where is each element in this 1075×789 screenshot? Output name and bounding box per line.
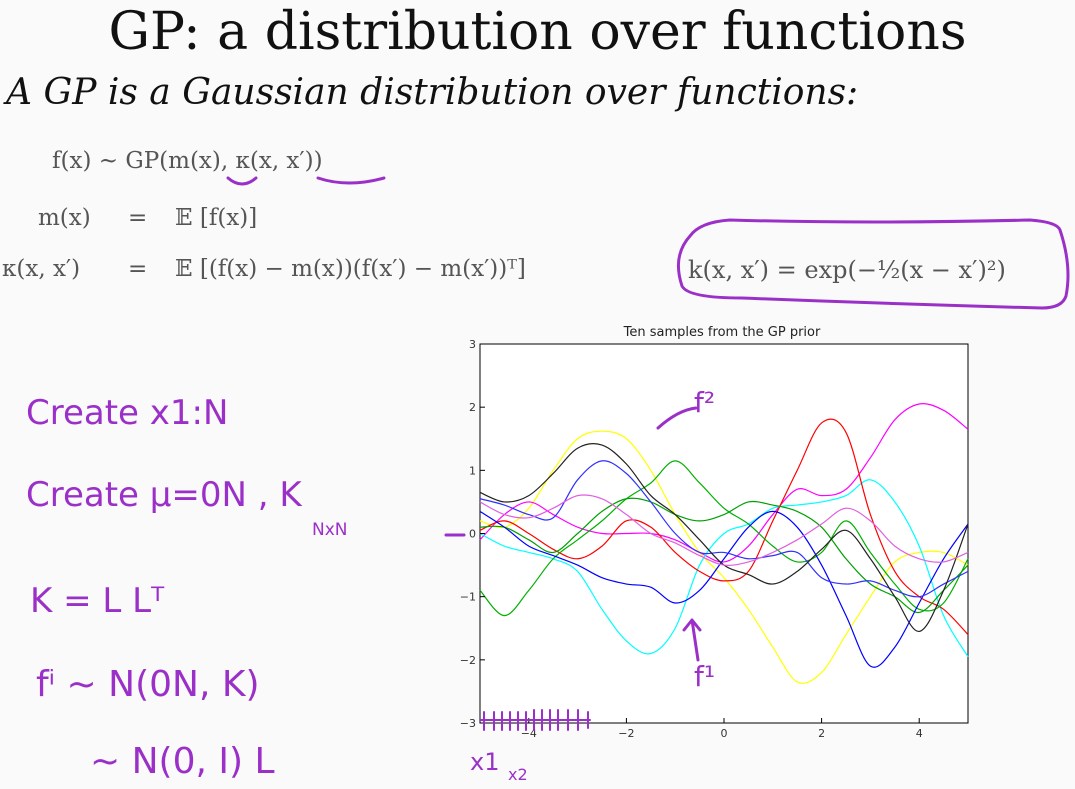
kernel-lhs: κ(x, x′) xyxy=(2,256,81,282)
x-tick-label: −4 xyxy=(521,727,537,740)
x-tick-label: 0 xyxy=(721,727,728,740)
chart-svg: Ten samples from the GP prior −4 −2 0 2 4−3−… xyxy=(460,325,969,740)
equals-sign: = xyxy=(128,205,148,231)
mean-function-lhs: m(x) xyxy=(38,205,91,231)
chart-title: Ten samples from the GP prior xyxy=(623,325,821,340)
handwritten-sample-transform: ~ N(0, I) L xyxy=(90,741,275,782)
slide-subtitle: A GP is a Gaussian distribution over fun… xyxy=(6,72,859,113)
gp-definition-equation: f(x) ~ GP(m(x), κ(x, x′)) xyxy=(52,148,323,174)
y-tick-label: −2 xyxy=(460,654,476,667)
gp-samples-chart: Ten samples from the GP prior −4 −2 0 2 4 −3−… xyxy=(430,320,980,740)
equals-sign: = xyxy=(128,256,148,282)
series-layer xyxy=(479,403,969,684)
label-x1: x1 xyxy=(470,748,499,776)
slide-title: GP: a distribution over functions xyxy=(108,2,967,62)
kernel-highlight-box xyxy=(676,218,1070,310)
handwritten-step-create-mu-k: Create μ=0N , K xyxy=(26,475,303,515)
y-tick-label: 2 xyxy=(469,401,476,414)
handwritten-cholesky: K = L Lᵀ xyxy=(30,581,165,621)
underline-kernel xyxy=(316,176,386,185)
label-x2: x2 xyxy=(508,765,528,784)
x-tick-label: −2 xyxy=(618,727,634,740)
arrow-to-f1 xyxy=(682,618,702,662)
rbf-kernel-equation: k(x, x′) = exp(−½(x − x′)²) xyxy=(688,256,1006,284)
sample-line-1 xyxy=(479,430,969,684)
handwritten-sample-dist: fⁱ ~ N(0N, K) xyxy=(36,664,260,705)
sample-line-7 xyxy=(479,510,969,668)
input-points-marks xyxy=(479,709,591,731)
handwritten-nxn-subscript: NxN xyxy=(312,520,348,540)
underline-mean xyxy=(226,176,258,186)
y-tick-label: −3 xyxy=(460,717,476,730)
y-tick-label: 1 xyxy=(469,464,476,477)
kernel-rhs: 𝔼 [(f(x) − m(x))(f(x′) − m(x′))ᵀ] xyxy=(175,256,526,282)
sample-line-10 xyxy=(479,494,969,566)
label-f1: f¹ xyxy=(694,660,715,693)
y-tick-label: 3 xyxy=(469,338,476,351)
mean-function-rhs: 𝔼 [f(x)] xyxy=(175,205,258,231)
sample-line-5 xyxy=(479,460,969,617)
sample-line-3 xyxy=(479,479,969,657)
y-tick-label: 0 xyxy=(469,528,476,541)
sample-line-4 xyxy=(479,418,969,635)
sample-line-8 xyxy=(479,460,969,598)
label-f2: f² xyxy=(694,386,715,419)
x-tick-label: 2 xyxy=(818,727,825,740)
handwritten-step-create-x: Create x1:N xyxy=(26,393,228,433)
arrow-to-f2 xyxy=(656,406,698,430)
sample-line-2 xyxy=(479,403,969,563)
tick-layer: −4 −2 0 2 4 −3 −2 −1 0 1 2 3 xyxy=(460,338,923,740)
y-tick-label: −1 xyxy=(460,591,476,604)
x-tick-label: 4 xyxy=(916,727,923,740)
sample-line-6 xyxy=(479,497,969,614)
